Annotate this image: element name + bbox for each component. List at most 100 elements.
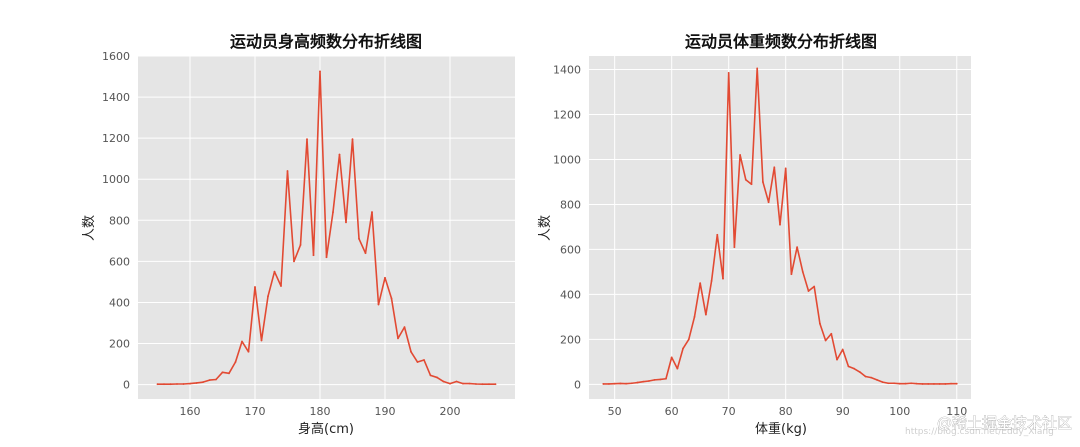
data-point bbox=[208, 379, 211, 382]
data-point bbox=[488, 383, 490, 386]
data-point bbox=[163, 383, 165, 386]
watermark: @稀土掘金技术社区 bbox=[937, 414, 1072, 432]
y-tick-label: 1200 bbox=[553, 108, 581, 121]
y-axis-label: 人数 bbox=[82, 215, 97, 241]
data-point bbox=[384, 276, 386, 279]
data-point bbox=[403, 326, 406, 329]
data-point bbox=[228, 372, 230, 375]
data-point bbox=[927, 383, 930, 385]
data-point bbox=[824, 339, 827, 342]
data-point bbox=[156, 383, 159, 386]
data-point bbox=[319, 70, 321, 73]
data-point bbox=[468, 382, 471, 385]
y-tick-label: 800 bbox=[109, 214, 130, 227]
x-tick-label: 190 bbox=[375, 405, 396, 418]
data-point bbox=[876, 378, 878, 381]
data-point bbox=[733, 246, 736, 249]
data-point bbox=[858, 371, 861, 373]
data-point bbox=[241, 340, 243, 343]
data-point bbox=[182, 383, 185, 385]
data-point bbox=[195, 382, 198, 384]
data-point bbox=[280, 285, 282, 287]
y-tick-label: 0 bbox=[123, 379, 130, 392]
data-point bbox=[449, 382, 451, 385]
data-point bbox=[475, 383, 477, 385]
data-point bbox=[773, 166, 776, 169]
x-tick-label: 170 bbox=[245, 405, 266, 418]
x-ticks: 160 170 180 190 200 bbox=[180, 405, 461, 418]
data-point bbox=[215, 378, 217, 381]
y-ticks: 0 200 400 600 800 1000 1200 1400 bbox=[553, 63, 581, 391]
data-point bbox=[608, 383, 610, 385]
data-point bbox=[410, 350, 412, 353]
chart-title: 运动员体重频数分布折线图 bbox=[685, 32, 877, 51]
data-point bbox=[312, 254, 315, 257]
data-point bbox=[836, 358, 838, 361]
y-tick-label: 400 bbox=[560, 288, 581, 301]
data-point bbox=[221, 371, 224, 374]
x-tick-label: 60 bbox=[665, 405, 679, 418]
plot-area bbox=[138, 56, 515, 399]
chart-title: 运动员身高频数分布折线图 bbox=[230, 32, 422, 51]
data-point bbox=[202, 381, 204, 384]
data-point bbox=[630, 382, 633, 385]
data-point bbox=[636, 381, 639, 384]
data-point bbox=[739, 154, 741, 156]
data-point bbox=[423, 359, 425, 361]
data-point bbox=[784, 167, 787, 170]
data-point bbox=[881, 381, 884, 384]
data-point bbox=[756, 67, 759, 70]
data-point bbox=[716, 233, 719, 236]
x-tick-label: 160 bbox=[180, 405, 201, 418]
data-point bbox=[351, 138, 354, 141]
data-point bbox=[234, 361, 237, 363]
data-point bbox=[189, 382, 191, 385]
data-point bbox=[933, 383, 935, 385]
data-point bbox=[710, 280, 713, 282]
data-point bbox=[801, 271, 804, 273]
y-axis-label: 人数 bbox=[538, 215, 553, 241]
data-point bbox=[955, 382, 958, 385]
y-tick-label: 1400 bbox=[102, 91, 130, 104]
data-point bbox=[853, 367, 856, 370]
data-point bbox=[704, 313, 707, 316]
grid bbox=[589, 56, 971, 399]
data-point bbox=[807, 290, 810, 292]
data-point bbox=[247, 350, 250, 353]
data-point bbox=[462, 382, 464, 385]
data-point bbox=[332, 211, 334, 213]
y-ticks: 0 200 400 600 800 1000 1200 1400 1600 bbox=[102, 50, 130, 392]
data-point bbox=[642, 380, 645, 383]
data-point bbox=[699, 282, 702, 285]
data-point bbox=[613, 382, 616, 385]
data-point bbox=[750, 183, 753, 186]
data-point bbox=[436, 376, 438, 379]
grid bbox=[138, 55, 515, 399]
x-tick-label: 50 bbox=[608, 405, 622, 418]
data-point bbox=[898, 382, 901, 385]
x-axis-label: 身高(cm) bbox=[298, 421, 354, 437]
data-point bbox=[306, 138, 308, 141]
data-point bbox=[169, 383, 172, 386]
data-point bbox=[442, 380, 445, 383]
data-point bbox=[910, 382, 913, 385]
data-point bbox=[481, 383, 484, 386]
data-point bbox=[670, 356, 673, 359]
data-point bbox=[870, 376, 873, 379]
data-point bbox=[653, 378, 656, 381]
data-point bbox=[397, 337, 399, 340]
data-point bbox=[904, 382, 907, 385]
data-point bbox=[358, 237, 360, 240]
watermark-url: https://blog.csdn.net/Eddy_Xiang bbox=[905, 427, 1054, 437]
y-tick-label: 600 bbox=[560, 243, 581, 256]
x-tick-label: 110 bbox=[946, 405, 967, 418]
data-point bbox=[921, 383, 924, 385]
data-point bbox=[364, 252, 367, 255]
data-point bbox=[938, 383, 941, 385]
x-tick-label: 90 bbox=[836, 405, 850, 418]
y-tick-label: 1200 bbox=[102, 132, 130, 145]
data-point bbox=[455, 380, 458, 383]
data-point bbox=[176, 383, 178, 385]
data-point bbox=[494, 383, 497, 386]
y-tick-label: 200 bbox=[109, 338, 130, 351]
